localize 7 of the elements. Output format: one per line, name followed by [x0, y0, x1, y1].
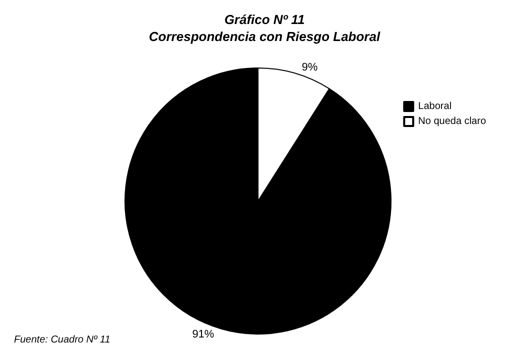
chart-subtitle: Correspondencia con Riesgo Laboral: [148, 29, 380, 44]
data-label: 91%: [192, 328, 214, 340]
source-note: Fuente: Cuadro Nº 11: [14, 334, 110, 346]
legend-label: No queda claro: [418, 116, 486, 127]
data-label: 9%: [302, 62, 318, 74]
legend-label: Laboral: [418, 101, 452, 112]
chart-title: Gráfico Nº 11: [224, 12, 305, 27]
